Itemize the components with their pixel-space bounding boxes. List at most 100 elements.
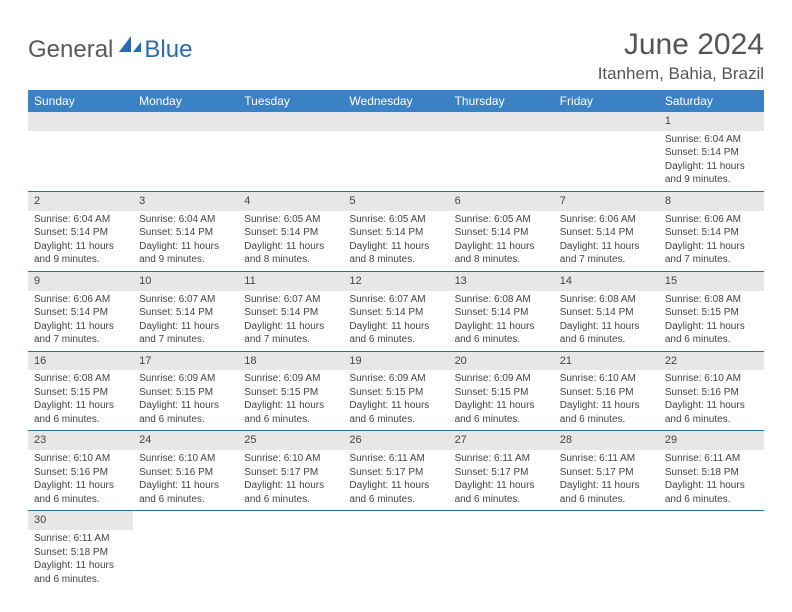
calendar-cell: 2Sunrise: 6:04 AMSunset: 5:14 PMDaylight… — [28, 191, 133, 271]
day-number: 20 — [449, 352, 554, 371]
calendar-cell — [133, 511, 238, 590]
day-details: Sunrise: 6:06 AMSunset: 5:14 PMDaylight:… — [28, 291, 133, 351]
day-details: Sunrise: 6:11 AMSunset: 5:18 PMDaylight:… — [28, 530, 133, 590]
day-number: 30 — [28, 511, 133, 530]
calendar-cell — [238, 112, 343, 191]
calendar-cell: 17Sunrise: 6:09 AMSunset: 5:15 PMDayligh… — [133, 351, 238, 431]
calendar-cell: 5Sunrise: 6:05 AMSunset: 5:14 PMDaylight… — [343, 191, 448, 271]
day-details: Sunrise: 6:09 AMSunset: 5:15 PMDaylight:… — [238, 370, 343, 430]
weekday-header: Saturday — [659, 90, 764, 112]
calendar-cell: 27Sunrise: 6:11 AMSunset: 5:17 PMDayligh… — [449, 431, 554, 511]
calendar-cell: 20Sunrise: 6:09 AMSunset: 5:15 PMDayligh… — [449, 351, 554, 431]
day-number: 2 — [28, 192, 133, 211]
calendar-row: 1Sunrise: 6:04 AMSunset: 5:14 PMDaylight… — [28, 112, 764, 191]
day-details: Sunrise: 6:05 AMSunset: 5:14 PMDaylight:… — [238, 211, 343, 271]
day-details: Sunrise: 6:05 AMSunset: 5:14 PMDaylight:… — [449, 211, 554, 271]
weekday-header: Monday — [133, 90, 238, 112]
day-details: Sunrise: 6:08 AMSunset: 5:15 PMDaylight:… — [28, 370, 133, 430]
day-number: 27 — [449, 431, 554, 450]
day-details: Sunrise: 6:08 AMSunset: 5:14 PMDaylight:… — [449, 291, 554, 351]
day-details: Sunrise: 6:09 AMSunset: 5:15 PMDaylight:… — [343, 370, 448, 430]
day-details: Sunrise: 6:09 AMSunset: 5:15 PMDaylight:… — [133, 370, 238, 430]
calendar-cell — [133, 112, 238, 191]
calendar-cell: 21Sunrise: 6:10 AMSunset: 5:16 PMDayligh… — [554, 351, 659, 431]
empty-day-header — [28, 112, 133, 131]
day-number: 29 — [659, 431, 764, 450]
calendar-cell: 7Sunrise: 6:06 AMSunset: 5:14 PMDaylight… — [554, 191, 659, 271]
calendar-cell: 28Sunrise: 6:11 AMSunset: 5:17 PMDayligh… — [554, 431, 659, 511]
month-title: June 2024 — [598, 28, 764, 62]
calendar-cell: 1Sunrise: 6:04 AMSunset: 5:14 PMDaylight… — [659, 112, 764, 191]
day-number: 3 — [133, 192, 238, 211]
calendar-row: 9Sunrise: 6:06 AMSunset: 5:14 PMDaylight… — [28, 271, 764, 351]
day-details: Sunrise: 6:07 AMSunset: 5:14 PMDaylight:… — [343, 291, 448, 351]
day-details: Sunrise: 6:08 AMSunset: 5:15 PMDaylight:… — [659, 291, 764, 351]
calendar-cell: 30Sunrise: 6:11 AMSunset: 5:18 PMDayligh… — [28, 511, 133, 590]
day-details: Sunrise: 6:11 AMSunset: 5:18 PMDaylight:… — [659, 450, 764, 510]
day-details: Sunrise: 6:10 AMSunset: 5:16 PMDaylight:… — [554, 370, 659, 430]
day-number: 25 — [238, 431, 343, 450]
calendar-cell: 29Sunrise: 6:11 AMSunset: 5:18 PMDayligh… — [659, 431, 764, 511]
day-number: 7 — [554, 192, 659, 211]
calendar-cell: 25Sunrise: 6:10 AMSunset: 5:17 PMDayligh… — [238, 431, 343, 511]
calendar-cell: 14Sunrise: 6:08 AMSunset: 5:14 PMDayligh… — [554, 271, 659, 351]
calendar-cell — [449, 511, 554, 590]
calendar-cell: 10Sunrise: 6:07 AMSunset: 5:14 PMDayligh… — [133, 271, 238, 351]
day-number: 18 — [238, 352, 343, 371]
calendar-cell: 18Sunrise: 6:09 AMSunset: 5:15 PMDayligh… — [238, 351, 343, 431]
calendar-cell: 9Sunrise: 6:06 AMSunset: 5:14 PMDaylight… — [28, 271, 133, 351]
day-details: Sunrise: 6:07 AMSunset: 5:14 PMDaylight:… — [133, 291, 238, 351]
day-number: 24 — [133, 431, 238, 450]
empty-day-header — [449, 112, 554, 131]
calendar-cell: 16Sunrise: 6:08 AMSunset: 5:15 PMDayligh… — [28, 351, 133, 431]
empty-day-header — [343, 112, 448, 131]
day-number: 8 — [659, 192, 764, 211]
weekday-header: Friday — [554, 90, 659, 112]
day-number: 17 — [133, 352, 238, 371]
weekday-header-row: SundayMondayTuesdayWednesdayThursdayFrid… — [28, 90, 764, 112]
day-number: 21 — [554, 352, 659, 371]
logo-text-blue: Blue — [144, 36, 192, 64]
calendar-row: 30Sunrise: 6:11 AMSunset: 5:18 PMDayligh… — [28, 511, 764, 590]
day-details: Sunrise: 6:10 AMSunset: 5:17 PMDaylight:… — [238, 450, 343, 510]
calendar-cell — [238, 511, 343, 590]
calendar-cell: 3Sunrise: 6:04 AMSunset: 5:14 PMDaylight… — [133, 191, 238, 271]
day-details: Sunrise: 6:07 AMSunset: 5:14 PMDaylight:… — [238, 291, 343, 351]
empty-day-header — [554, 112, 659, 131]
day-details: Sunrise: 6:11 AMSunset: 5:17 PMDaylight:… — [343, 450, 448, 510]
day-number: 10 — [133, 272, 238, 291]
calendar-cell — [659, 511, 764, 590]
day-details: Sunrise: 6:05 AMSunset: 5:14 PMDaylight:… — [343, 211, 448, 271]
day-number: 14 — [554, 272, 659, 291]
day-number: 12 — [343, 272, 448, 291]
day-number: 22 — [659, 352, 764, 371]
calendar-cell: 22Sunrise: 6:10 AMSunset: 5:16 PMDayligh… — [659, 351, 764, 431]
day-details: Sunrise: 6:08 AMSunset: 5:14 PMDaylight:… — [554, 291, 659, 351]
day-number: 4 — [238, 192, 343, 211]
day-number: 26 — [343, 431, 448, 450]
day-details: Sunrise: 6:04 AMSunset: 5:14 PMDaylight:… — [28, 211, 133, 271]
calendar-cell: 24Sunrise: 6:10 AMSunset: 5:16 PMDayligh… — [133, 431, 238, 511]
location: Itanhem, Bahia, Brazil — [598, 64, 764, 84]
day-details: Sunrise: 6:06 AMSunset: 5:14 PMDaylight:… — [554, 211, 659, 271]
day-number: 23 — [28, 431, 133, 450]
calendar-cell: 12Sunrise: 6:07 AMSunset: 5:14 PMDayligh… — [343, 271, 448, 351]
calendar-cell — [343, 112, 448, 191]
calendar-body: 1Sunrise: 6:04 AMSunset: 5:14 PMDaylight… — [28, 112, 764, 590]
calendar-cell: 8Sunrise: 6:06 AMSunset: 5:14 PMDaylight… — [659, 191, 764, 271]
calendar-cell: 6Sunrise: 6:05 AMSunset: 5:14 PMDaylight… — [449, 191, 554, 271]
day-details: Sunrise: 6:09 AMSunset: 5:15 PMDaylight:… — [449, 370, 554, 430]
title-block: June 2024 Itanhem, Bahia, Brazil — [598, 28, 764, 84]
calendar-row: 2Sunrise: 6:04 AMSunset: 5:14 PMDaylight… — [28, 191, 764, 271]
day-number: 9 — [28, 272, 133, 291]
day-details: Sunrise: 6:04 AMSunset: 5:14 PMDaylight:… — [659, 131, 764, 191]
calendar-cell: 4Sunrise: 6:05 AMSunset: 5:14 PMDaylight… — [238, 191, 343, 271]
calendar-cell — [28, 112, 133, 191]
weekday-header: Wednesday — [343, 90, 448, 112]
weekday-header: Sunday — [28, 90, 133, 112]
weekday-header: Tuesday — [238, 90, 343, 112]
day-number: 19 — [343, 352, 448, 371]
calendar-cell — [343, 511, 448, 590]
calendar-cell: 23Sunrise: 6:10 AMSunset: 5:16 PMDayligh… — [28, 431, 133, 511]
day-number: 15 — [659, 272, 764, 291]
